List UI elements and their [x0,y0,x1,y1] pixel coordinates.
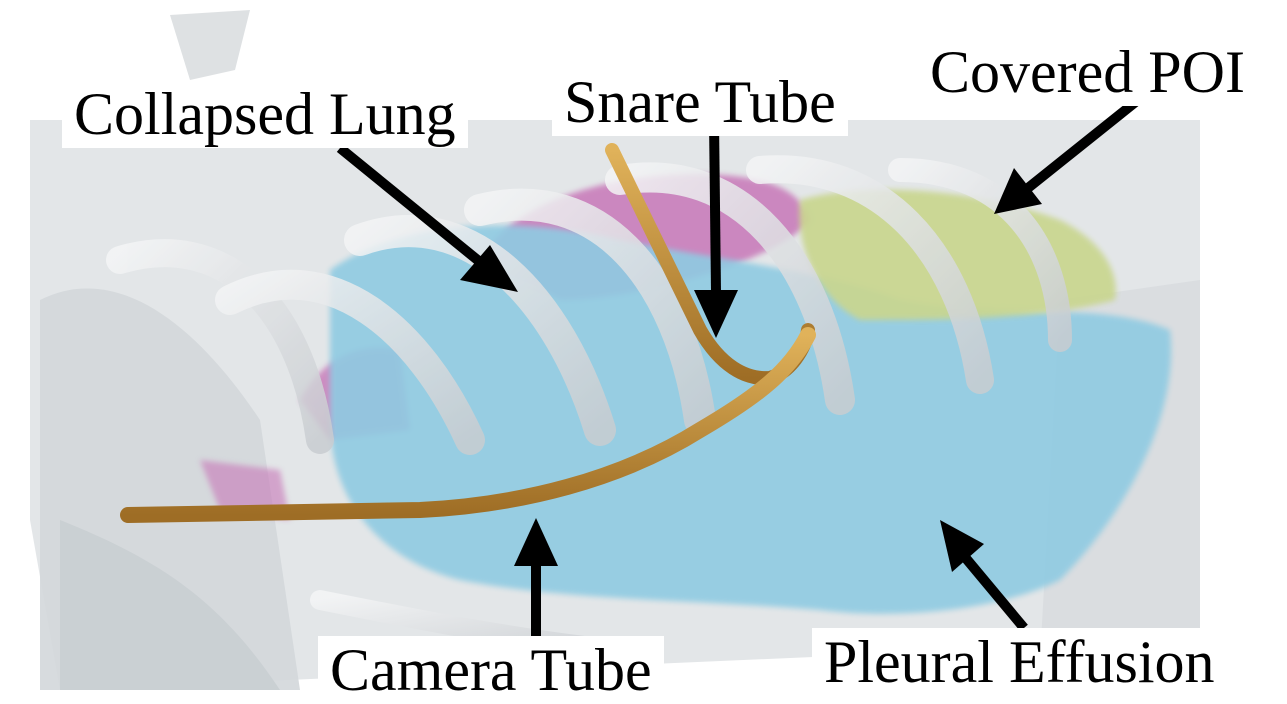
camera-tube-label: Camera Tube [318,636,664,704]
snare-tube-label: Snare Tube [552,68,848,136]
pleural-effusion-label: Pleural Effusion [812,628,1227,696]
collapsed-lung-label: Collapsed Lung [62,80,468,148]
covered-poi-label: Covered POI [918,38,1257,106]
